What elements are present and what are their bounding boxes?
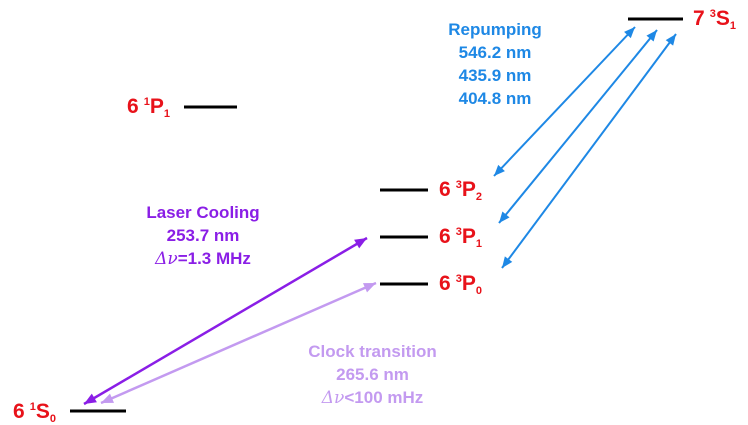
repumping-wavelength-1: 546.2 nm xyxy=(458,43,532,62)
arrowhead xyxy=(624,27,635,39)
level-label-6-1P1: 6 1P1 xyxy=(127,95,170,120)
clock-transition-wavelength: 265.6 nm xyxy=(336,365,409,384)
laser-cooling-annotation: Laser Cooling 253.7 nm Δν=1.3 MHz xyxy=(118,201,288,271)
clock-transition-arrow xyxy=(100,281,377,405)
level-label-6-1S0: 6 1S0 xyxy=(13,400,56,425)
arrowhead xyxy=(101,393,115,403)
repumping-annotation: Repumping 546.2 nm 435.9 nm 404.8 nm xyxy=(430,18,560,110)
clock-transition-title: Clock transition xyxy=(308,342,437,361)
level-label-7-3S1: 7 3S1 xyxy=(693,7,736,32)
arrowhead xyxy=(665,34,676,46)
arrowhead xyxy=(499,211,510,223)
level-label-6-3P0: 6 3P0 xyxy=(439,272,482,297)
clock-transition-annotation: Clock transition 265.6 nm Δν<100 mHz xyxy=(285,340,460,410)
arrowhead xyxy=(494,164,505,176)
arrowhead xyxy=(646,30,657,42)
arrowhead xyxy=(84,393,97,404)
repumping-wavelength-2: 435.9 nm xyxy=(458,66,532,85)
repump-arrow-405 xyxy=(501,33,677,269)
delta-nu-symbol: Δν xyxy=(321,388,345,408)
laser-cooling-linewidth: Δν=1.3 MHz xyxy=(155,249,251,269)
clock-transition-linewidth: Δν<100 mHz xyxy=(321,388,424,408)
arrowhead xyxy=(362,283,376,293)
repumping-wavelength-3: 404.8 nm xyxy=(458,89,532,108)
repump-arrow-546 xyxy=(493,26,636,177)
delta-nu-symbol: Δν xyxy=(155,249,178,269)
laser-cooling-arrow xyxy=(83,236,368,406)
level-label-6-3P1: 6 3P1 xyxy=(439,225,482,250)
repumping-title: Repumping xyxy=(448,20,542,39)
level-label-6-3P2: 6 3P2 xyxy=(439,178,482,203)
laser-cooling-wavelength: 253.7 nm xyxy=(166,226,240,245)
arrowhead xyxy=(502,256,513,268)
laser-cooling-title: Laser Cooling xyxy=(146,203,260,222)
arrowhead xyxy=(354,238,367,249)
repump-arrow-436 xyxy=(498,29,658,224)
